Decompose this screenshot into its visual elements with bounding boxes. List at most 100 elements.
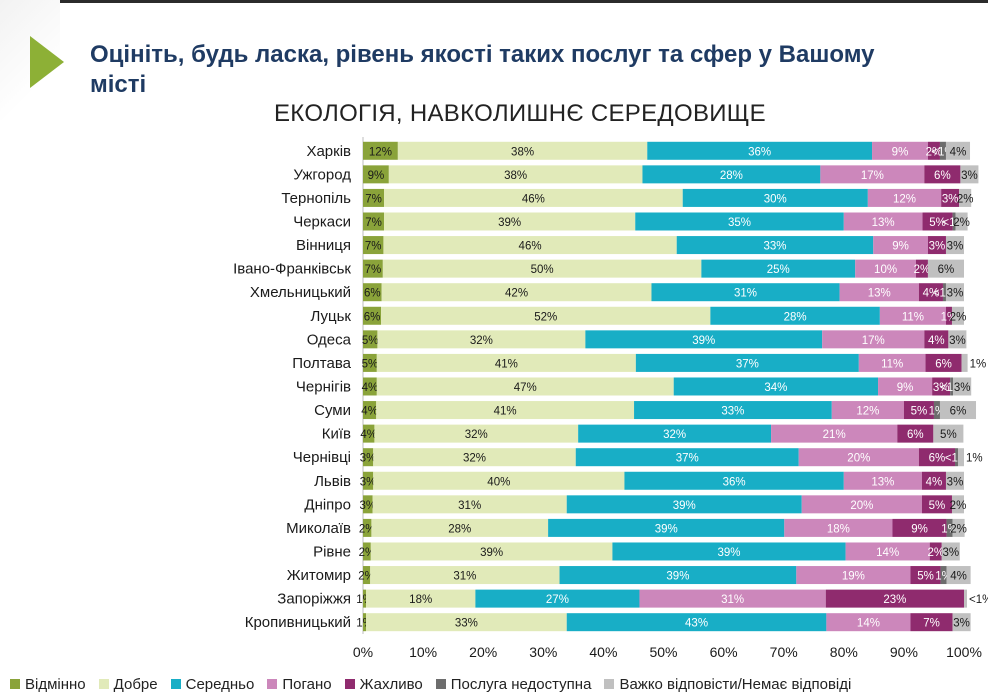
bar-segment	[363, 188, 385, 207]
bar-segment	[381, 283, 652, 302]
bar-segment	[798, 448, 919, 467]
bar-segment	[363, 566, 371, 585]
bar-segment	[372, 495, 567, 514]
data-label: <1%	[945, 453, 968, 465]
bar-segment	[951, 306, 964, 325]
bar-segment	[921, 471, 946, 490]
bar-segment	[924, 330, 949, 349]
bar-segment	[922, 212, 953, 231]
data-label: 6%	[934, 170, 951, 182]
data-label: 17%	[861, 170, 884, 182]
data-label: 12%	[369, 146, 392, 158]
legend-label: Важко відповісти/Немає відповіді	[619, 675, 852, 693]
data-label: 2%	[927, 547, 944, 559]
bar-segment	[955, 212, 968, 231]
category-label: Миколаїв	[286, 520, 351, 537]
data-label: 25%	[767, 264, 790, 276]
x-tick-label: 0%	[353, 644, 373, 660]
data-label: 6%	[907, 429, 924, 441]
bar-segment	[939, 401, 977, 420]
data-label: 6%	[929, 453, 946, 465]
bar-segment	[910, 613, 953, 632]
data-label: 3%	[942, 547, 959, 559]
data-label: 2%	[914, 264, 931, 276]
x-tick-label: 20%	[469, 644, 497, 660]
data-label: 46%	[519, 241, 542, 253]
data-label: 33%	[763, 241, 786, 253]
bar-segment	[952, 518, 965, 537]
data-label: 9%	[897, 382, 914, 394]
bar-segment	[839, 283, 919, 302]
bar-segment	[948, 330, 967, 349]
data-label: 7%	[923, 618, 940, 630]
data-label: 3%	[933, 382, 950, 394]
bar-segment	[897, 424, 934, 443]
bar-segment	[624, 471, 844, 490]
bar-segment	[933, 424, 964, 443]
data-label: 2%	[926, 146, 943, 158]
data-label: 13%	[871, 476, 894, 488]
data-label: 6%	[938, 264, 955, 276]
data-label: 7%	[365, 264, 382, 276]
data-label: 23%	[883, 594, 906, 606]
bar-segment	[559, 566, 797, 585]
data-label: 20%	[850, 500, 873, 512]
bar-segment	[796, 566, 911, 585]
bar-segment	[642, 165, 821, 184]
bar-segment	[961, 353, 968, 372]
bar-segment	[945, 306, 952, 325]
bar-segment	[682, 188, 868, 207]
data-label: <1%	[969, 594, 988, 606]
bar-segment	[363, 613, 367, 632]
bar-segment	[964, 589, 968, 608]
bar-segment	[822, 330, 925, 349]
bar-segment	[954, 448, 958, 467]
data-label: 2%	[953, 217, 970, 229]
data-label: 30%	[764, 193, 787, 205]
data-label: 28%	[720, 170, 743, 182]
bar-segment	[383, 236, 677, 255]
bar-segment	[873, 236, 928, 255]
bar-segment	[910, 566, 941, 585]
chart-legend: Відмінно Добре Середньо Погано Жахливо Послуг…	[10, 674, 988, 694]
bar-segment	[945, 236, 964, 255]
bar-segment	[651, 283, 840, 302]
bar-segment	[946, 518, 953, 537]
data-label: 5%	[911, 406, 928, 418]
bar-segment	[374, 424, 579, 443]
bar-segment	[363, 353, 377, 372]
legend-swatch	[170, 679, 181, 689]
category-label: Суми	[314, 402, 351, 419]
data-label: 14%	[857, 618, 880, 630]
bar-segment	[903, 401, 934, 420]
category-label: Черкаси	[293, 213, 351, 230]
category-label: Житомир	[287, 567, 351, 584]
legend-item: Погано	[267, 676, 332, 693]
data-label: 33%	[455, 618, 478, 630]
bar-segment	[957, 448, 964, 467]
data-label: 2%	[950, 523, 967, 535]
bar-segment	[952, 613, 971, 632]
data-label: 20%	[847, 453, 870, 465]
data-label: 7%	[365, 217, 382, 229]
bar-segment	[927, 141, 940, 160]
category-label: Одеса	[307, 331, 352, 348]
bar-segment	[363, 471, 374, 490]
legend-label: Відмінно	[25, 675, 86, 693]
data-label: 52%	[534, 311, 557, 323]
bar-segment	[612, 542, 846, 561]
x-tick-label: 50%	[649, 644, 677, 660]
bar-segment	[771, 424, 898, 443]
data-label: 39%	[673, 500, 696, 512]
bar-segment	[939, 141, 946, 160]
bar-segment	[363, 165, 389, 184]
data-label: 3%	[953, 618, 970, 630]
bar-segment	[673, 377, 879, 396]
category-label: Чернігів	[296, 378, 351, 395]
data-label: 2%	[359, 523, 376, 535]
data-label: 18%	[409, 594, 432, 606]
bar-segment	[831, 401, 904, 420]
bar-segment	[825, 589, 964, 608]
data-label: 4%	[928, 335, 945, 347]
data-label: 9%	[892, 241, 909, 253]
